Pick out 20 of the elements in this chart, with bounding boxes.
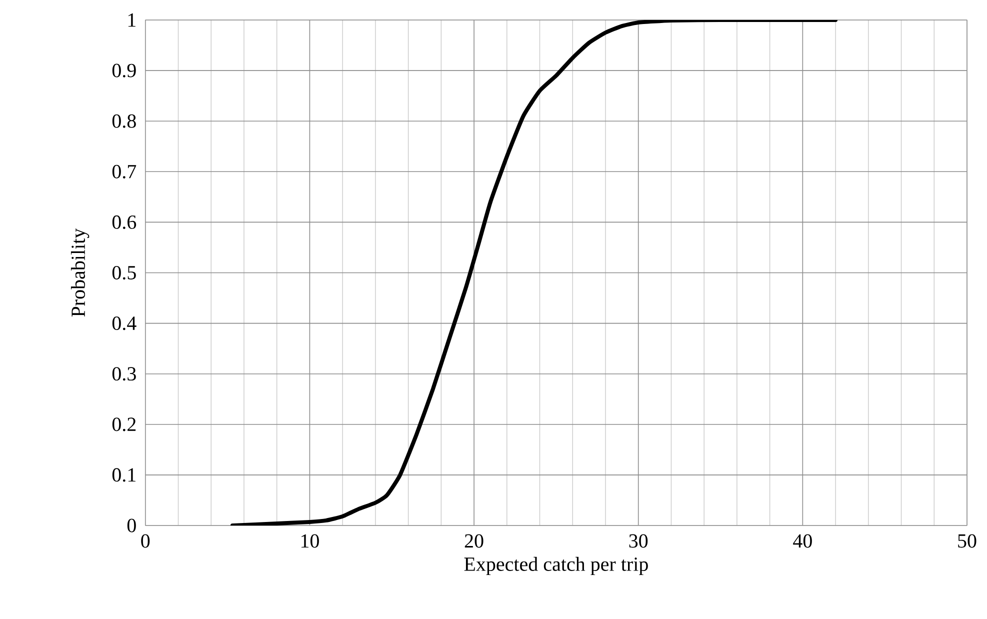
x-tick-label: 50 <box>958 534 976 548</box>
x-tick-label: 0 <box>141 534 150 548</box>
x-tick-label: 40 <box>793 534 812 548</box>
y-axis-title: Probability <box>70 228 90 317</box>
y-tick-label: 0.1 <box>112 468 136 482</box>
y-tick-label: 0.2 <box>112 418 136 432</box>
x-tick-label: 10 <box>301 534 319 548</box>
y-tick-label: 0.8 <box>112 114 136 128</box>
x-axis-title: Expected catch per trip <box>464 556 648 576</box>
y-tick-label: 0.6 <box>112 215 136 230</box>
y-tick-label: 0.7 <box>112 164 136 179</box>
line-series <box>230 20 838 526</box>
y-tick-label: 0.4 <box>112 316 136 330</box>
x-tick-label: 20 <box>464 534 484 548</box>
x-tick-label: 30 <box>629 534 648 548</box>
y-tick-label: 0.3 <box>112 367 136 381</box>
y-tick-label: 0.9 <box>112 64 136 78</box>
y-tick-label: 0.5 <box>112 266 136 280</box>
y-tick-label: 0 <box>127 518 136 532</box>
y-tick-label: 1 <box>128 13 136 27</box>
